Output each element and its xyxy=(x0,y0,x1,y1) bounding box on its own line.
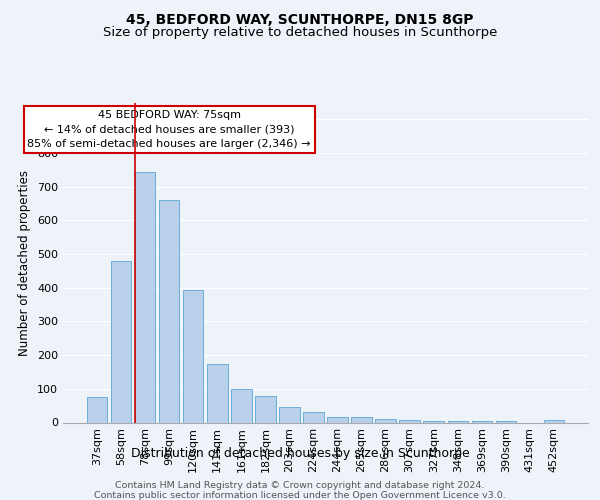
Bar xyxy=(135,172,155,422)
Bar xyxy=(303,412,323,422)
Bar xyxy=(472,421,492,422)
Bar xyxy=(424,421,444,422)
Bar xyxy=(279,408,299,422)
Bar xyxy=(352,418,372,422)
Y-axis label: Number of detached properties: Number of detached properties xyxy=(19,170,31,356)
Text: 45, BEDFORD WAY, SCUNTHORPE, DN15 8GP: 45, BEDFORD WAY, SCUNTHORPE, DN15 8GP xyxy=(126,12,474,26)
Bar xyxy=(183,290,203,422)
Bar xyxy=(87,397,107,422)
Text: Distribution of detached houses by size in Scunthorpe: Distribution of detached houses by size … xyxy=(131,448,469,460)
Text: Size of property relative to detached houses in Scunthorpe: Size of property relative to detached ho… xyxy=(103,26,497,39)
Bar xyxy=(111,262,131,422)
Bar xyxy=(544,420,564,422)
Text: 45 BEDFORD WAY: 75sqm
← 14% of detached houses are smaller (393)
85% of semi-det: 45 BEDFORD WAY: 75sqm ← 14% of detached … xyxy=(28,110,311,149)
Bar xyxy=(207,364,227,422)
Bar xyxy=(231,389,251,422)
Bar xyxy=(376,419,396,422)
Bar xyxy=(328,418,348,422)
Bar xyxy=(255,396,275,422)
Bar xyxy=(448,421,468,422)
Text: Contains HM Land Registry data © Crown copyright and database right 2024.
Contai: Contains HM Land Registry data © Crown c… xyxy=(94,481,506,500)
Bar xyxy=(159,200,179,422)
Bar xyxy=(400,420,420,422)
